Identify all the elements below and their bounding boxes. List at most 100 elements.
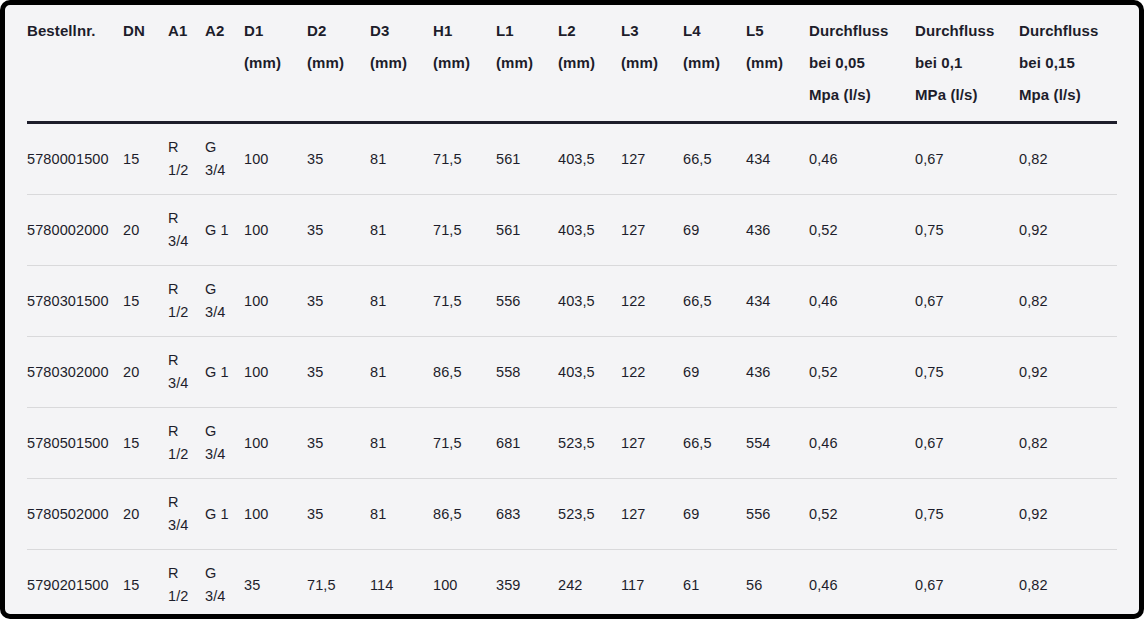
col-header-l2: L2 (mm) (558, 5, 621, 123)
cell-d2: 35 (307, 337, 370, 408)
cell-durchfluss-0-1: 0,67 (915, 123, 1019, 195)
col-header-a2: A2 (205, 5, 244, 123)
cell-dn: 15 (123, 408, 168, 479)
cell-l5: 436 (746, 337, 809, 408)
cell-l4: 69 (683, 479, 746, 550)
cell-l5: 554 (746, 408, 809, 479)
cell-h1: 71,5 (433, 408, 496, 479)
cell-a1: R 1/2 (168, 550, 205, 619)
cell-durchfluss-0-15: 0,92 (1019, 337, 1117, 408)
cell-l5: 434 (746, 266, 809, 337)
cell-l2: 403,5 (558, 337, 621, 408)
cell-dn: 15 (123, 550, 168, 619)
col-header-durchfluss-0-15: Durchfluss bei 0,15 Mpa (l/s) (1019, 5, 1117, 123)
cell-durchfluss-0-15: 0,82 (1019, 266, 1117, 337)
cell-d3: 81 (370, 195, 433, 266)
col-header-h1: H1 (mm) (433, 5, 496, 123)
cell-l3: 127 (621, 408, 683, 479)
cell-l2: 523,5 (558, 408, 621, 479)
cell-d3: 81 (370, 266, 433, 337)
cell-durchfluss-0-05: 0,46 (809, 266, 915, 337)
cell-d3: 81 (370, 123, 433, 195)
cell-d3: 81 (370, 479, 433, 550)
cell-l3: 127 (621, 123, 683, 195)
cell-d3: 114 (370, 550, 433, 619)
cell-durchfluss-0-15: 0,82 (1019, 408, 1117, 479)
cell-durchfluss-0-1: 0,67 (915, 550, 1019, 619)
cell-a2: G 3/4 (205, 266, 244, 337)
cell-l4: 69 (683, 337, 746, 408)
cell-bestellnr: 5780502000 (27, 479, 123, 550)
cell-h1: 71,5 (433, 123, 496, 195)
col-header-l4: L4 (mm) (683, 5, 746, 123)
col-header-bestellnr: Bestellnr. (27, 5, 123, 123)
cell-l1: 359 (496, 550, 558, 619)
cell-durchfluss-0-1: 0,67 (915, 266, 1019, 337)
col-header-a1: A1 (168, 5, 205, 123)
table-row: 578050200020R 3/4G 1100358186,5683523,51… (27, 479, 1117, 550)
col-header-dn: DN (123, 5, 168, 123)
cell-bestellnr: 5780501500 (27, 408, 123, 479)
cell-l4: 66,5 (683, 123, 746, 195)
table-row: 579020150015R 1/2G 3/43571,5114100359242… (27, 550, 1117, 619)
cell-a1: R 3/4 (168, 195, 205, 266)
product-spec-table: Bestellnr. DN A1 A2 D1 (mm) D2 (mm) D3 (… (27, 5, 1117, 619)
table-row: 578030150015R 1/2G 3/4100358171,5556403,… (27, 266, 1117, 337)
cell-h1: 100 (433, 550, 496, 619)
cell-dn: 15 (123, 123, 168, 195)
cell-d1: 35 (244, 550, 307, 619)
cell-l1: 561 (496, 123, 558, 195)
cell-durchfluss-0-15: 0,82 (1019, 123, 1117, 195)
cell-d2: 35 (307, 195, 370, 266)
cell-d1: 100 (244, 408, 307, 479)
col-header-durchfluss-0-1: Durchfluss bei 0,1 MPa (l/s) (915, 5, 1019, 123)
cell-durchfluss-0-05: 0,52 (809, 337, 915, 408)
cell-d2: 35 (307, 479, 370, 550)
cell-d1: 100 (244, 479, 307, 550)
cell-a2: G 3/4 (205, 123, 244, 195)
col-header-d1: D1 (mm) (244, 5, 307, 123)
cell-a1: R 1/2 (168, 266, 205, 337)
cell-bestellnr: 5790201500 (27, 550, 123, 619)
cell-d2: 35 (307, 266, 370, 337)
cell-durchfluss-0-15: 0,82 (1019, 550, 1117, 619)
cell-a1: R 3/4 (168, 337, 205, 408)
cell-durchfluss-0-05: 0,52 (809, 479, 915, 550)
cell-l4: 66,5 (683, 266, 746, 337)
cell-a2: G 1 (205, 195, 244, 266)
cell-a1: R 3/4 (168, 479, 205, 550)
cell-l3: 127 (621, 195, 683, 266)
cell-l2: 523,5 (558, 479, 621, 550)
cell-l1: 558 (496, 337, 558, 408)
cell-a2: G 3/4 (205, 408, 244, 479)
col-header-l1: L1 (mm) (496, 5, 558, 123)
cell-l3: 122 (621, 266, 683, 337)
cell-h1: 86,5 (433, 479, 496, 550)
table-body: 578000150015R 1/2G 3/4100358171,5561403,… (27, 123, 1117, 619)
cell-l4: 69 (683, 195, 746, 266)
cell-l1: 561 (496, 195, 558, 266)
cell-durchfluss-0-1: 0,75 (915, 195, 1019, 266)
cell-a2: G 1 (205, 337, 244, 408)
cell-dn: 20 (123, 337, 168, 408)
table-row: 578030200020R 3/4G 1100358186,5558403,51… (27, 337, 1117, 408)
cell-d2: 35 (307, 408, 370, 479)
cell-bestellnr: 5780301500 (27, 266, 123, 337)
cell-l3: 122 (621, 337, 683, 408)
cell-l1: 556 (496, 266, 558, 337)
table-row: 578000150015R 1/2G 3/4100358171,5561403,… (27, 123, 1117, 195)
table-header: Bestellnr. DN A1 A2 D1 (mm) D2 (mm) D3 (… (27, 5, 1117, 123)
cell-h1: 71,5 (433, 195, 496, 266)
table-row: 578050150015R 1/2G 3/4100358171,5681523,… (27, 408, 1117, 479)
cell-l1: 683 (496, 479, 558, 550)
cell-dn: 20 (123, 479, 168, 550)
cell-d1: 100 (244, 266, 307, 337)
cell-h1: 86,5 (433, 337, 496, 408)
cell-durchfluss-0-05: 0,52 (809, 195, 915, 266)
cell-l5: 56 (746, 550, 809, 619)
cell-durchfluss-0-15: 0,92 (1019, 195, 1117, 266)
col-header-d2: D2 (mm) (307, 5, 370, 123)
spec-table-wrapper: Bestellnr. DN A1 A2 D1 (mm) D2 (mm) D3 (… (5, 5, 1139, 619)
cell-l4: 66,5 (683, 408, 746, 479)
cell-d1: 100 (244, 123, 307, 195)
